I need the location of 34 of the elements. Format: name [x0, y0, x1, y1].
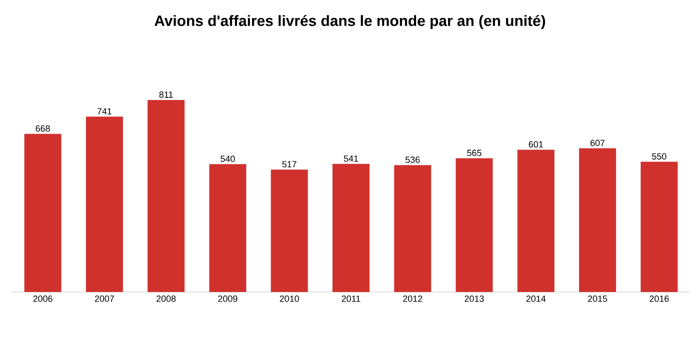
x-tick-label: 2007 [94, 296, 114, 302]
data-label: 741 [97, 108, 112, 114]
x-tick-label: 2012 [403, 296, 422, 302]
bar [517, 150, 554, 292]
x-tick-label: 2011 [342, 296, 360, 302]
data-label: 607 [590, 140, 605, 146]
data-label: 601 [528, 141, 543, 148]
chart-title: Avions d'affaires livrés dans le monde par an (en unité) [154, 14, 546, 30]
bar [579, 148, 616, 292]
bar [209, 164, 246, 292]
x-tick-label: 2016 [650, 296, 669, 302]
x-tick-label: 2006 [33, 296, 52, 302]
bar [270, 170, 308, 292]
data-label: 565 [467, 150, 482, 156]
data-label: 540 [220, 156, 235, 162]
x-tick-label: 2008 [156, 296, 176, 302]
bar [148, 100, 185, 292]
data-label: 811 [159, 91, 173, 98]
bar [24, 134, 62, 292]
x-tick-label: 2013 [464, 296, 484, 302]
x-tick-label: 2009 [218, 296, 238, 302]
bar [332, 164, 370, 292]
bar [86, 116, 123, 292]
x-tick-label: 2015 [588, 296, 608, 302]
bar [394, 165, 432, 292]
x-tick-label: 2010 [280, 296, 299, 302]
x-tick-label: 2014 [526, 296, 546, 302]
bar [456, 158, 493, 292]
data-label: 668 [36, 125, 50, 132]
data-label: 517 [282, 161, 296, 168]
data-label: 541 [344, 155, 358, 162]
data-label: 536 [406, 156, 420, 163]
data-label: 550 [652, 153, 666, 160]
bar [640, 162, 678, 292]
